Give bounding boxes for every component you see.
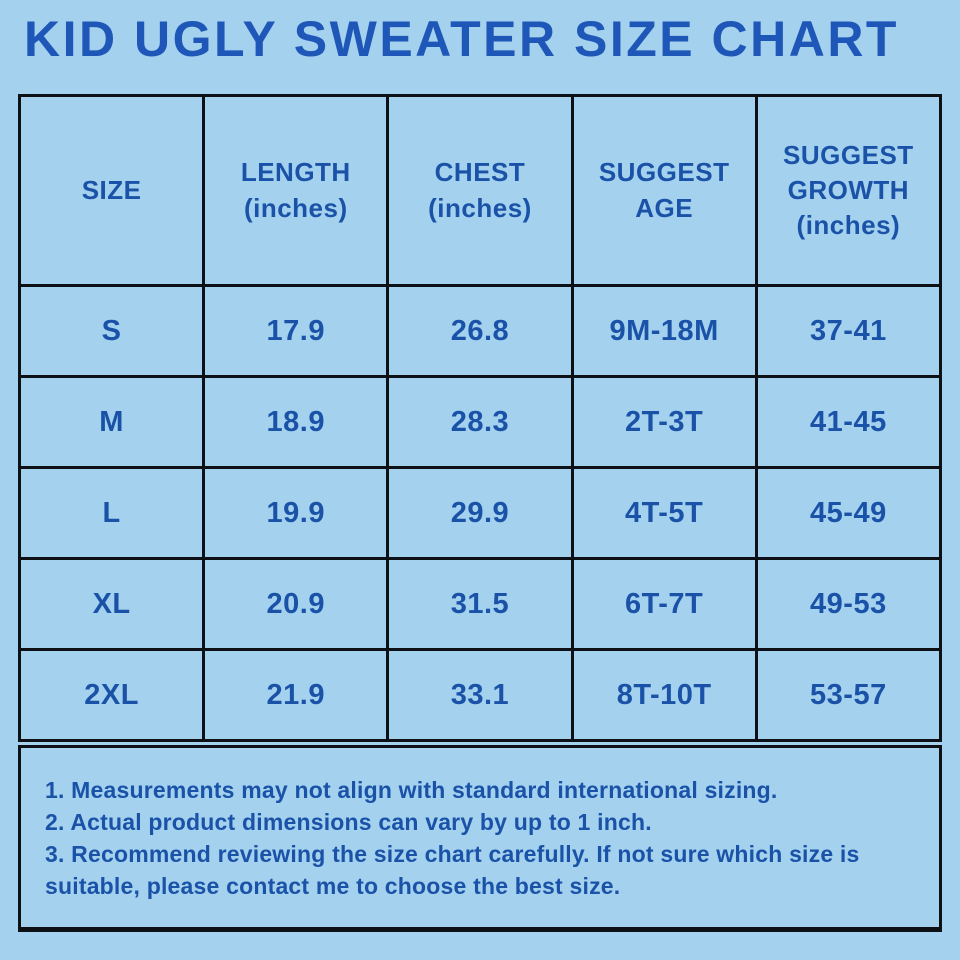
size-table: SIZE LENGTH (inches) CHEST (inches) SUGG… <box>17 94 943 742</box>
cell-size: XL <box>17 557 206 651</box>
cell-age: 4T-5T <box>570 466 758 560</box>
cell-size: L <box>17 466 206 560</box>
column-header-length: LENGTH (inches) <box>202 94 390 287</box>
cell-length: 18.9 <box>202 375 390 469</box>
notes-section: 1. Measurements may not align with stand… <box>18 745 942 932</box>
cell-length: 20.9 <box>202 557 390 651</box>
note-line-1: 1. Measurements may not align with stand… <box>45 777 778 803</box>
cell-size: S <box>17 284 206 378</box>
note-line-2: 2. Actual product dimensions can vary by… <box>45 809 652 835</box>
table-row-l: L 19.9 29.9 4T-5T 45-49 <box>17 466 943 560</box>
cell-growth: 37-41 <box>754 284 943 378</box>
cell-size: M <box>17 375 206 469</box>
column-header-size: SIZE <box>17 94 206 287</box>
column-header-age: SUGGEST AGE <box>570 94 758 287</box>
cell-chest: 31.5 <box>386 557 574 651</box>
header-row: SIZE LENGTH (inches) CHEST (inches) SUGG… <box>17 94 943 287</box>
column-header-growth: SUGGEST GROWTH (inches) <box>754 94 943 287</box>
page-title: KID UGLY SWEATER SIZE CHART <box>24 11 899 67</box>
cell-growth: 41-45 <box>754 375 943 469</box>
column-header-chest: CHEST (inches) <box>386 94 574 287</box>
cell-age: 6T-7T <box>570 557 758 651</box>
table-row-2xl: 2XL 21.9 33.1 8T-10T 53-57 <box>17 648 943 742</box>
table-row-s: S 17.9 26.8 9M-18M 37-41 <box>17 284 943 378</box>
cell-growth: 49-53 <box>754 557 943 651</box>
cell-age: 9M-18M <box>570 284 758 378</box>
cell-chest: 33.1 <box>386 648 574 742</box>
table-row-m: M 18.9 28.3 2T-3T 41-45 <box>17 375 943 469</box>
cell-age: 8T-10T <box>570 648 758 742</box>
cell-age: 2T-3T <box>570 375 758 469</box>
cell-chest: 29.9 <box>386 466 574 560</box>
cell-size: 2XL <box>17 648 206 742</box>
table-row-xl: XL 20.9 31.5 6T-7T 49-53 <box>17 557 943 651</box>
cell-chest: 26.8 <box>386 284 574 378</box>
cell-length: 19.9 <box>202 466 390 560</box>
note-line-3: 3. Recommend reviewing the size chart ca… <box>45 841 860 899</box>
cell-growth: 53-57 <box>754 648 943 742</box>
cell-length: 21.9 <box>202 648 390 742</box>
cell-growth: 45-49 <box>754 466 943 560</box>
cell-length: 17.9 <box>202 284 390 378</box>
cell-chest: 28.3 <box>386 375 574 469</box>
